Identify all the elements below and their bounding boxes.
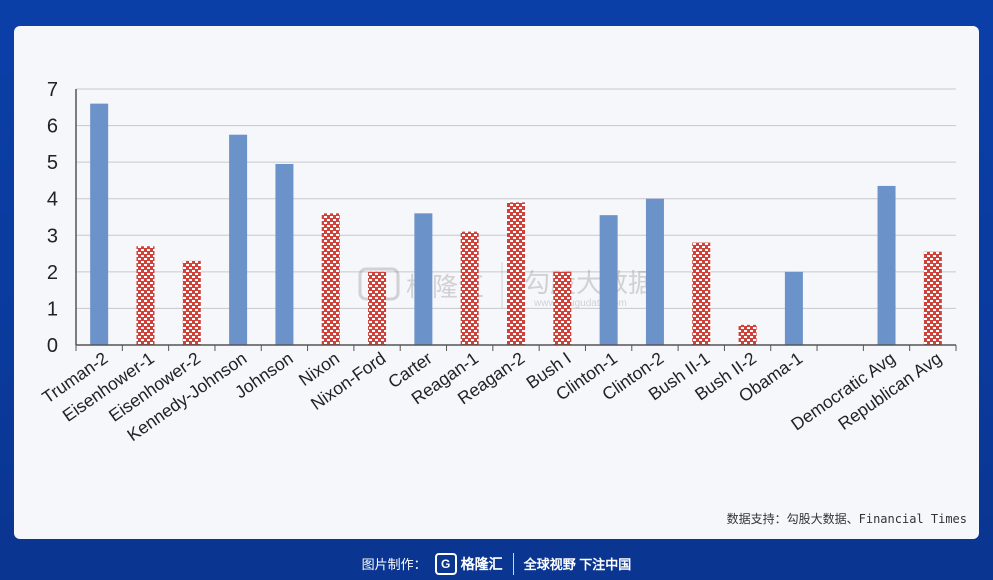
bar-reagan-2: [507, 202, 525, 345]
bar-johnson: [275, 163, 294, 345]
y-tick-label: 5: [47, 152, 58, 174]
bar-carter: [414, 213, 433, 345]
bar-eisenhower-1: [136, 246, 155, 345]
y-tick-label: 7: [47, 79, 58, 101]
watermark-right: 勾股大数据: [524, 268, 654, 298]
bar-bush-i: [553, 271, 572, 345]
bar-reagan-1: [460, 231, 479, 345]
bar-nixon-ford: [368, 271, 387, 345]
bar-bush-ii-2: [738, 324, 757, 345]
bar-clinton-1: [599, 215, 618, 345]
y-tick-label: 1: [47, 298, 58, 320]
bar-nixon: [321, 213, 340, 345]
x-tick-labels: Truman-2Eisenhower-1Eisenhower-2Kennedy-…: [38, 348, 945, 445]
bar-eisenhower-2: [182, 260, 201, 345]
footer-divider: [512, 552, 514, 575]
y-tick-label: 6: [47, 116, 58, 138]
footer-bar: 图片制作： G 格隆汇 全球视野 下注中国: [0, 547, 993, 580]
bar-truman-2: [90, 103, 109, 345]
bar-bush-ii-1: [692, 242, 711, 345]
y-tick-label: 2: [47, 262, 58, 284]
y-tick-label: 0: [47, 335, 58, 357]
footer-slogan: 全球视野 下注中国: [523, 557, 632, 572]
made-by-label: 图片制作：: [361, 557, 427, 572]
watermark-sub: www.gougudata.com: [533, 298, 627, 309]
brand-logo-icon: G: [434, 552, 457, 575]
bar-republican-avg: [923, 251, 942, 345]
y-tick-labels: 0 1 2 3 4 5 6 7: [47, 79, 58, 357]
bar-democratic-avg: [877, 185, 896, 345]
y-tick-label: 4: [47, 189, 58, 211]
source-note: 数据支持：勾股大数据、Financial Times: [726, 512, 967, 526]
bar-clinton-2: [645, 198, 664, 345]
y-tick-label: 3: [47, 225, 58, 247]
bar-kennedy-johnson: [229, 134, 248, 345]
bar-obama-1: [784, 271, 803, 345]
bars: [90, 103, 942, 345]
brand-name: 格隆汇: [460, 555, 503, 572]
axes: [75, 89, 957, 351]
